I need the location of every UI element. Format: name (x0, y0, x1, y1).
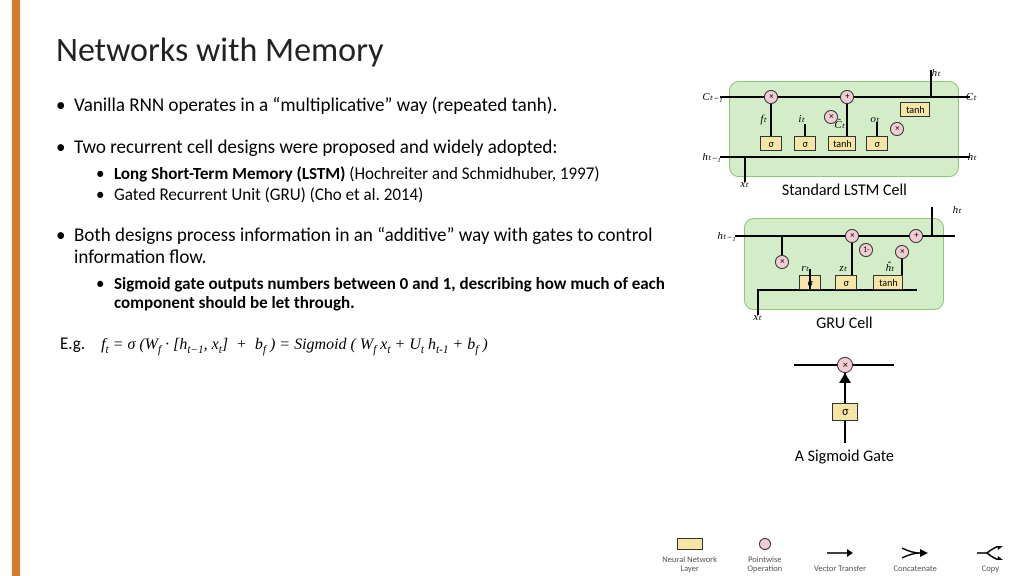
lstm-hout-wire (930, 70, 932, 96)
legend-vector-transfer: Vector Transfer (810, 544, 869, 574)
legend-label-4: Copy (961, 565, 1020, 574)
gru-h-next-label: hₜ (953, 203, 962, 216)
bullet-2a-rest: (Hochreiter and Schmidhuber, 1997) (345, 163, 599, 184)
gw4 (809, 269, 811, 289)
diagram-column: Cₜ₋₁ Cₜ hₜ₋₁ hₜ hₜ xₜ fₜ iₜ Ĉₜ oₜ × × + … (685, 95, 1004, 472)
gru-h-prev-label: hₜ₋₁ (717, 229, 735, 242)
formula-right: = Sigmoid ( Wf xt + Ut ht-1 + bf ) (279, 336, 487, 353)
legend-nn-layer: Neural Network Layer (660, 535, 719, 574)
diagram-legend: Neural Network Layer Pointwise Operation… (660, 535, 1020, 574)
legend-circ-icon (759, 538, 771, 550)
lstm-add-op: + (840, 90, 854, 104)
gru-tanh: tanh (873, 275, 903, 290)
sigmoid-gate-diagram: × σ (784, 351, 904, 443)
gru-mult3: × (895, 245, 909, 259)
w1 (770, 104, 772, 136)
page-title: Networks with Memory (56, 30, 1004, 71)
legend-concat-icon (886, 544, 945, 562)
lstm-sigma2: σ (794, 136, 816, 151)
gru-x-wire (757, 289, 759, 315)
lstm-sigma1: σ (760, 136, 782, 151)
legend-label-0: Neural Network Layer (660, 556, 719, 574)
bullet-2b: Gated Recurrent Unit (GRU) (Cho et al. 2… (96, 185, 675, 205)
bullet-1: Vanilla RNN operates in a “multiplicativ… (56, 95, 675, 117)
legend-copy-icon (961, 544, 1020, 562)
slide: Networks with Memory Vanilla RNN operate… (20, 0, 1024, 576)
sg-v2-wire (844, 421, 846, 443)
gru-z-label: zₜ (839, 261, 847, 274)
legend-box-icon (677, 538, 703, 550)
formula-left: ft = σ (Wf · [ht−1, xt] + bf ) (101, 336, 275, 353)
lstm-h-top-label: hₜ (932, 66, 941, 79)
bullet-3: Both designs process information in an “… (56, 225, 675, 313)
legend-arrow-icon (810, 544, 869, 562)
bullet-2a-bold: Long Short-Term Memory (LSTM) (114, 163, 345, 184)
lstm-tanh: tanh (828, 136, 856, 151)
bullet-2-sublist: Long Short-Term Memory (LSTM) (Hochreite… (74, 164, 675, 205)
sg-mult-op: × (837, 357, 853, 373)
lstm-mult1-op: × (764, 90, 778, 104)
lstm-h-prev-label: hₜ₋₁ (702, 150, 720, 163)
lstm-f-label: fₜ (760, 112, 766, 125)
legend-label-1: Pointwise Operation (735, 556, 794, 574)
bullet-2-text: Two recurrent cell designs were proposed… (74, 136, 557, 159)
gru-r-label: rₜ (801, 261, 809, 274)
lstm-x-wire (744, 156, 746, 182)
bullet-3-sublist: Sigmoid gate outputs numbers between 0 a… (74, 274, 675, 313)
lstm-caption: Standard LSTM Cell (685, 181, 1004, 200)
accent-bar (12, 0, 20, 576)
bullet-3-text: Both designs process information in an “… (74, 224, 652, 269)
gru-add: + (909, 229, 923, 243)
w2 (804, 124, 806, 136)
bullet-2a: Long Short-Term Memory (LSTM) (Hochreite… (96, 164, 675, 184)
sg-v-wire (844, 373, 846, 403)
gru-mult1: × (775, 255, 789, 269)
bullet-3a: Sigmoid gate outputs numbers between 0 a… (96, 274, 675, 313)
content-row: Vanilla RNN operates in a “multiplicativ… (56, 95, 1004, 472)
gru-mult2: × (845, 229, 859, 243)
gru-caption: GRU Cell (685, 314, 1004, 333)
gw2 (851, 243, 853, 275)
bullet-3a-bold: Sigmoid gate outputs numbers between 0 a… (114, 273, 665, 314)
w4 (876, 122, 878, 136)
lstm-cell-diagram: Cₜ₋₁ Cₜ hₜ₋₁ hₜ hₜ xₜ fₜ iₜ Ĉₜ oₜ × × + … (729, 81, 959, 177)
legend-copy: Copy (961, 544, 1020, 574)
gru-out-wire (931, 207, 933, 235)
legend-label-2: Vector Transfer (810, 565, 869, 574)
legend-concatenate: Concatenate (886, 544, 945, 574)
sg-sigma-box: σ (832, 403, 858, 421)
lstm-mult3-op: × (890, 122, 904, 136)
gru-cell-diagram: hₜ₋₁ hₜ xₜ rₜ zₜ ĥₜ × × 1- × + σ σ tanh (744, 218, 944, 310)
legend-pointwise: Pointwise Operation (735, 535, 794, 574)
lstm-sigma3: σ (866, 136, 888, 151)
bullet-column: Vanilla RNN operates in a “multiplicativ… (56, 95, 675, 472)
gru-ht-label: ĥₜ (885, 261, 894, 274)
bullet-2: Two recurrent cell designs were proposed… (56, 137, 675, 205)
gru-oneminus: 1- (859, 243, 873, 257)
w3 (846, 104, 848, 136)
example-formula-row: E.g. ft = σ (Wf · [ht−1, xt] + bf ) = Si… (56, 333, 675, 356)
eg-label: E.g. (60, 333, 85, 354)
lstm-bottom-wire (720, 156, 970, 158)
gw3 (901, 259, 903, 275)
legend-label-3: Concatenate (886, 565, 945, 574)
bullet-list: Vanilla RNN operates in a “multiplicativ… (56, 95, 675, 313)
gru-sigma2: σ (835, 275, 857, 290)
lstm-tanh-out: tanh (900, 102, 930, 117)
sigmoid-gate-caption: A Sigmoid Gate (685, 447, 1004, 466)
gw1 (781, 235, 783, 255)
